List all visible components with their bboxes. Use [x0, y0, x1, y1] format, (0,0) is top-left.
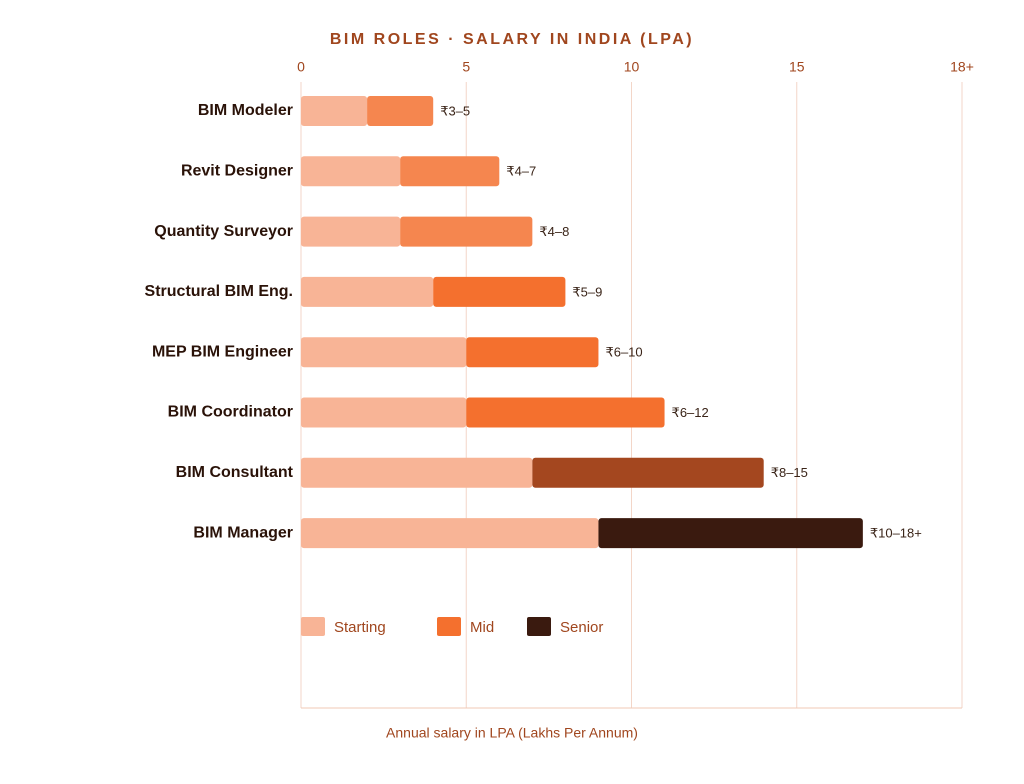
bar-segment	[400, 156, 500, 187]
bar-label: ₹4–7	[506, 164, 536, 179]
y-tick-label: MEP BIM Engineer	[152, 343, 293, 360]
y-tick-label: BIM Modeler	[198, 102, 293, 119]
bar-segment	[301, 276, 434, 307]
bar-segment	[301, 96, 368, 126]
x-axis-label: Annual salary in LPA (Lakhs Per Annum)	[386, 725, 638, 741]
y-tick-label: Structural BIM Eng.	[145, 283, 293, 300]
bar-label: ₹3–5	[440, 103, 470, 118]
y-tick-label: BIM Manager	[193, 524, 293, 541]
bar-segment	[400, 216, 533, 247]
y-tick-label: Quantity Surveyor	[154, 223, 293, 240]
legend-swatch	[301, 617, 325, 636]
y-tick-label: BIM Consultant	[176, 464, 294, 481]
legend-swatch	[527, 617, 551, 636]
bar-label: ₹10–18+	[870, 526, 922, 541]
y-tick-label: BIM Coordinator	[168, 404, 293, 421]
bar-label: ₹4–8	[539, 224, 569, 239]
bar-segment	[532, 457, 764, 488]
chart-title: BIM ROLES · SALARY IN INDIA (LPA)	[330, 31, 694, 48]
x-tick-label: 18+	[950, 59, 974, 75]
bar-segment	[466, 397, 665, 428]
y-tick-label: Revit Designer	[181, 163, 293, 180]
legend-label: Senior	[560, 619, 603, 636]
bar-segment	[301, 518, 599, 549]
legend-label: Starting	[334, 619, 386, 636]
bar-label: ₹6–10	[605, 345, 642, 360]
bar-segment	[301, 156, 401, 187]
bar-label: ₹5–9	[572, 284, 602, 299]
legend-swatch	[437, 617, 461, 636]
bar-segment	[301, 337, 467, 368]
bar-segment	[433, 276, 566, 307]
bar-segment	[301, 457, 533, 488]
bar-segment	[301, 216, 401, 247]
x-tick-label: 5	[462, 59, 470, 75]
x-tick-label: 0	[297, 59, 305, 75]
legend-label: Mid	[470, 619, 494, 636]
bar-label: ₹8–15	[771, 465, 808, 480]
bar-label: ₹6–12	[672, 405, 709, 420]
bar-segment	[466, 337, 599, 368]
bar-segment	[598, 518, 863, 549]
bar-segment	[367, 96, 434, 126]
x-tick-label: 15	[789, 59, 805, 75]
bar-segment	[301, 397, 467, 428]
x-tick-label: 10	[624, 59, 640, 75]
